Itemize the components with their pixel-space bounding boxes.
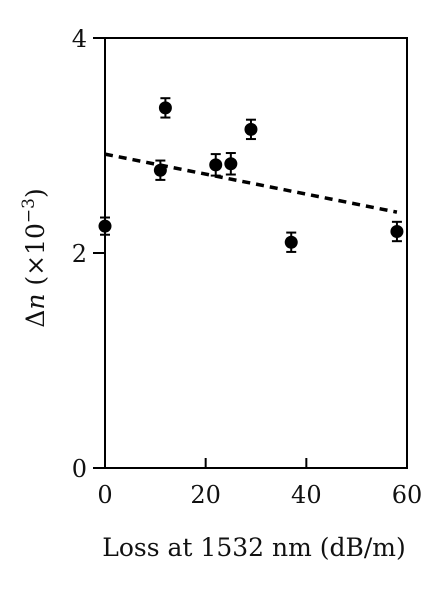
data-marker	[284, 235, 298, 249]
data-point	[224, 152, 238, 176]
data-marker	[224, 157, 238, 171]
data-marker	[98, 219, 112, 233]
x-tick-label: 0	[97, 481, 112, 509]
data-point	[390, 220, 404, 243]
y-tick-label: 2	[72, 240, 87, 268]
x-axis-ticks: 0 20 40 60	[97, 458, 422, 509]
data-marker	[209, 158, 223, 172]
data-point	[244, 118, 258, 141]
trendline	[104, 152, 398, 214]
data-point	[153, 159, 167, 181]
data-marker	[390, 225, 404, 238]
data-point	[158, 97, 172, 119]
x-axis-label: Loss at 1532 nm (dB/m)	[102, 533, 406, 562]
y-axis-ticks: 0 2 4	[72, 25, 105, 483]
trendline-group	[104, 152, 398, 214]
y-axis-label-close: )	[21, 188, 50, 198]
data-marker	[158, 101, 172, 115]
y-axis-label-unit: (×10	[21, 223, 50, 293]
x-tick-label: 40	[291, 481, 322, 509]
data-marker	[244, 122, 258, 136]
y-axis-label-exponent: −3	[19, 198, 39, 223]
y-tick-label: 0	[72, 455, 87, 483]
data-point	[284, 231, 298, 253]
plot-border	[104, 37, 408, 469]
x-tick-label: 20	[190, 481, 221, 509]
x-tick-label: 60	[392, 481, 423, 509]
y-tick-label: 4	[72, 25, 87, 53]
plot-frame	[104, 37, 408, 469]
data-point	[209, 153, 223, 177]
data-point	[98, 216, 112, 236]
data-points	[98, 97, 404, 253]
data-marker	[153, 163, 167, 177]
y-axis-label-prefix: Δ	[21, 310, 50, 328]
y-axis-label-symbol: n	[21, 294, 50, 310]
y-axis-label: Δn (×10−3)	[19, 188, 50, 327]
